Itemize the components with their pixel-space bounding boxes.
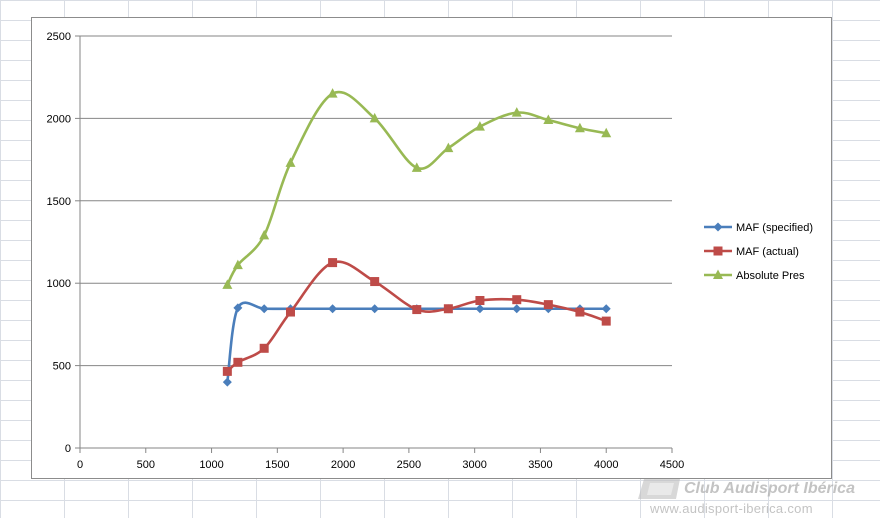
watermark-title: Club Audisport Ibérica bbox=[684, 480, 855, 497]
data-point bbox=[412, 305, 422, 315]
data-point bbox=[285, 157, 296, 167]
x-tick-label: 0 bbox=[77, 459, 83, 471]
data-point bbox=[233, 303, 243, 313]
x-tick-label: 2500 bbox=[397, 459, 421, 471]
y-tick-label: 2500 bbox=[47, 31, 71, 43]
legend-marker bbox=[713, 269, 723, 279]
series-maf-actual bbox=[222, 258, 611, 376]
data-point bbox=[222, 279, 233, 289]
axes: 0 500 1000 1500 2000 2500 0 500 1000 1500 2000 2500… bbox=[47, 31, 685, 471]
series-line-maf-actual bbox=[226, 260, 607, 373]
legend-item-maf-actual: MAF (actual) bbox=[704, 246, 799, 258]
data-point bbox=[328, 304, 338, 314]
chart-area: 0 500 1000 1500 2000 2500 0 500 1000 1500 2000 2500… bbox=[31, 17, 832, 479]
data-point bbox=[222, 366, 232, 376]
y-tick-label: 2000 bbox=[47, 113, 71, 125]
y-tick-label: 1500 bbox=[47, 196, 71, 208]
series-maf-specified bbox=[222, 301, 611, 387]
legend-item-absolute-pres: Absolute Pres bbox=[704, 269, 805, 282]
x-tick-label: 4500 bbox=[660, 459, 684, 471]
data-point bbox=[443, 304, 453, 314]
data-point bbox=[601, 316, 611, 326]
data-point bbox=[443, 142, 454, 153]
club-logo-icon bbox=[638, 479, 680, 499]
data-point bbox=[543, 300, 553, 310]
data-point bbox=[512, 295, 522, 305]
legend-marker bbox=[713, 246, 723, 256]
y-tick-label: 0 bbox=[65, 443, 71, 455]
data-point bbox=[574, 122, 585, 133]
data-point bbox=[327, 88, 338, 98]
data-point bbox=[222, 377, 232, 387]
data-point bbox=[601, 127, 612, 138]
watermark: Club Audisport Ibérica www.audisport-ibe… bbox=[636, 474, 880, 518]
data-point bbox=[575, 307, 585, 317]
x-tick-label: 3000 bbox=[462, 459, 486, 471]
data-point bbox=[370, 304, 380, 314]
data-point bbox=[232, 259, 243, 270]
data-point bbox=[259, 304, 269, 314]
x-tick-label: 500 bbox=[137, 459, 155, 471]
data-point bbox=[474, 121, 485, 131]
data-point bbox=[285, 307, 295, 317]
data-point bbox=[370, 277, 380, 287]
x-tick-label: 1500 bbox=[265, 459, 289, 471]
legend-marker bbox=[713, 222, 723, 232]
data-point bbox=[328, 258, 338, 268]
legend-label: Absolute Pres bbox=[736, 270, 805, 282]
x-tick-label: 2000 bbox=[331, 459, 355, 471]
gridlines bbox=[80, 35, 672, 367]
data-point bbox=[259, 343, 269, 353]
line-chart: 0 500 1000 1500 2000 2500 0 500 1000 1500 2000 2500… bbox=[47, 31, 814, 471]
legend-item-maf-specified: MAF (specified) bbox=[704, 222, 813, 234]
legend-label: MAF (specified) bbox=[736, 222, 813, 234]
series bbox=[222, 88, 612, 387]
data-point bbox=[511, 107, 522, 117]
series-line-maf-specified bbox=[226, 301, 607, 383]
x-tick-label: 3500 bbox=[528, 459, 552, 471]
data-point bbox=[475, 296, 485, 306]
x-tick-label: 1000 bbox=[199, 459, 223, 471]
data-point bbox=[543, 114, 554, 125]
legend: MAF (specified) MAF (actual) Absolute Pres bbox=[704, 222, 813, 282]
x-tick-label: 4000 bbox=[594, 459, 618, 471]
data-point bbox=[233, 357, 243, 367]
data-point bbox=[259, 229, 270, 240]
y-tick-label: 500 bbox=[53, 361, 71, 373]
y-tick-label: 1000 bbox=[47, 278, 71, 290]
data-point bbox=[512, 304, 522, 314]
data-point bbox=[475, 304, 485, 314]
legend-label: MAF (actual) bbox=[736, 246, 799, 258]
data-point bbox=[411, 162, 422, 172]
watermark-url: www.audisport-iberica.com bbox=[650, 501, 813, 516]
data-point bbox=[369, 112, 380, 123]
series-absolute-pres bbox=[222, 88, 612, 289]
data-point bbox=[601, 304, 611, 314]
